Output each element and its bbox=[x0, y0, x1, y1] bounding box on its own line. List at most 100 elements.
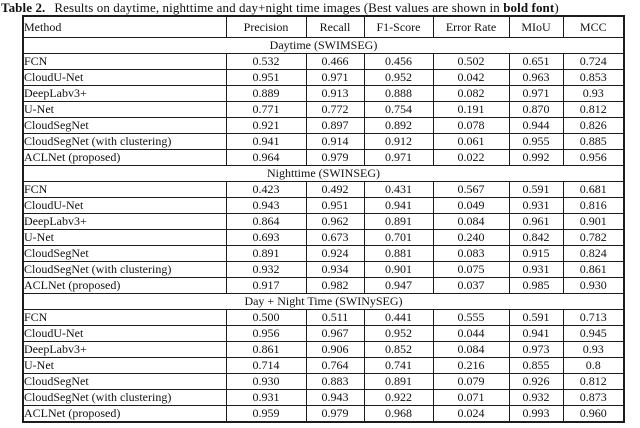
value-cell: 0.962 bbox=[305, 213, 365, 230]
value-cell: 0.084 bbox=[432, 213, 510, 230]
value-cell: 0.913 bbox=[305, 85, 365, 102]
method-cell: U-Net bbox=[22, 229, 227, 246]
value-cell: 0.945 bbox=[562, 325, 625, 342]
value-cell: 0.240 bbox=[432, 229, 510, 246]
method-cell: FCN bbox=[22, 53, 227, 70]
value-cell: 0.826 bbox=[562, 117, 625, 134]
method-cell: ACLNet (proposed) bbox=[22, 149, 227, 166]
value-cell: 0.932 bbox=[508, 389, 564, 406]
table-row: U-Net 0.714 0.764 0.741 0.216 0.855 0.8 bbox=[22, 357, 625, 374]
value-cell: 0.083 bbox=[432, 245, 510, 262]
value-cell: 0.931 bbox=[225, 389, 307, 406]
value-cell: 0.971 bbox=[508, 85, 564, 102]
value-cell: 0.037 bbox=[432, 277, 510, 294]
column-header: Precision bbox=[225, 15, 307, 38]
method-cell: CloudU-Net bbox=[22, 69, 227, 86]
value-cell: 0.993 bbox=[508, 405, 564, 423]
value-cell: 0.892 bbox=[363, 117, 434, 134]
value-cell: 0.881 bbox=[363, 245, 434, 262]
caption-text: Results on daytime, nighttime and day+ni… bbox=[54, 0, 504, 15]
value-cell: 0.842 bbox=[508, 229, 564, 246]
column-header-row: Method Precision Recall F1-Score Error Rate M… bbox=[22, 15, 625, 38]
value-cell: 0.713 bbox=[562, 309, 625, 326]
value-cell: 0.979 bbox=[305, 405, 365, 423]
column-header: Recall bbox=[305, 15, 365, 38]
value-cell: 0.944 bbox=[508, 117, 564, 134]
value-cell: 0.754 bbox=[363, 101, 434, 118]
value-cell: 0.914 bbox=[305, 133, 365, 150]
value-cell: 0.934 bbox=[305, 261, 365, 278]
method-cell: ACLNet (proposed) bbox=[22, 277, 227, 294]
section-header: Day + Night Time (SWINySEG) bbox=[22, 293, 625, 310]
method-cell: U-Net bbox=[22, 357, 227, 374]
value-cell: 0.93 bbox=[562, 85, 625, 102]
value-cell: 0.952 bbox=[363, 69, 434, 86]
value-cell: 0.961 bbox=[508, 213, 564, 230]
value-cell: 0.951 bbox=[305, 197, 365, 214]
caption-bold-text: bold font bbox=[503, 0, 555, 15]
table-row: CloudSegNet 0.921 0.897 0.892 0.078 0.944 0.82… bbox=[22, 117, 625, 134]
value-cell: 0.979 bbox=[305, 149, 365, 166]
value-cell: 0.883 bbox=[305, 373, 365, 390]
value-cell: 0.941 bbox=[508, 325, 564, 342]
value-cell: 0.897 bbox=[305, 117, 365, 134]
table-row: CloudSegNet (with clustering) 0.941 0.914 0… bbox=[22, 133, 625, 150]
value-cell: 0.216 bbox=[432, 357, 510, 374]
value-cell: 0.049 bbox=[432, 197, 510, 214]
table-row: CloudSegNet 0.930 0.883 0.891 0.079 0.926 0.81… bbox=[22, 373, 625, 390]
table-row: FCN 0.532 0.466 0.456 0.502 0.651 0.724 bbox=[22, 53, 625, 70]
value-cell: 0.714 bbox=[225, 357, 307, 374]
value-cell: 0.693 bbox=[225, 229, 307, 246]
value-cell: 0.673 bbox=[305, 229, 365, 246]
table-row: CloudSegNet (with clustering) 0.932 0.934 0… bbox=[22, 261, 625, 278]
value-cell: 0.973 bbox=[508, 341, 564, 358]
value-cell: 0.960 bbox=[562, 405, 625, 423]
method-cell: CloudSegNet bbox=[22, 245, 227, 262]
value-cell: 0.075 bbox=[432, 261, 510, 278]
method-cell: DeepLabv3+ bbox=[22, 85, 227, 102]
value-cell: 0.431 bbox=[363, 181, 434, 198]
method-cell: CloudSegNet (with clustering) bbox=[22, 261, 227, 278]
method-cell: ACLNet (proposed) bbox=[22, 405, 227, 423]
value-cell: 0.906 bbox=[305, 341, 365, 358]
value-cell: 0.741 bbox=[363, 357, 434, 374]
value-cell: 0.901 bbox=[363, 261, 434, 278]
table-row: CloudSegNet (with clustering) 0.931 0.943 0… bbox=[22, 389, 625, 406]
value-cell: 0.931 bbox=[508, 197, 564, 214]
value-cell: 0.764 bbox=[305, 357, 365, 374]
value-cell: 0.982 bbox=[305, 277, 365, 294]
value-cell: 0.861 bbox=[225, 341, 307, 358]
table-row: FCN 0.500 0.511 0.441 0.555 0.591 0.713 bbox=[22, 309, 625, 326]
value-cell: 0.855 bbox=[508, 357, 564, 374]
value-cell: 0.891 bbox=[363, 213, 434, 230]
value-cell: 0.082 bbox=[432, 85, 510, 102]
value-cell: 0.930 bbox=[225, 373, 307, 390]
table-row: CloudU-Net 0.951 0.971 0.952 0.042 0.963 0.853 bbox=[22, 69, 625, 86]
value-cell: 0.93 bbox=[562, 341, 625, 358]
value-cell: 0.772 bbox=[305, 101, 365, 118]
value-cell: 0.492 bbox=[305, 181, 365, 198]
value-cell: 0.071 bbox=[432, 389, 510, 406]
table-row: ACLNet (proposed) 0.964 0.979 0.971 0.022 0.9… bbox=[22, 149, 625, 166]
value-cell: 0.955 bbox=[508, 133, 564, 150]
value-cell: 0.078 bbox=[432, 117, 510, 134]
value-cell: 0.591 bbox=[508, 181, 564, 198]
value-cell: 0.500 bbox=[225, 309, 307, 326]
value-cell: 0.963 bbox=[508, 69, 564, 86]
value-cell: 0.852 bbox=[363, 341, 434, 358]
value-cell: 0.456 bbox=[363, 53, 434, 70]
section-header-row: Day + Night Time (SWINySEG) bbox=[22, 293, 625, 310]
method-cell: CloudSegNet (with clustering) bbox=[22, 389, 227, 406]
table-row: U-Net 0.771 0.772 0.754 0.191 0.870 0.812 bbox=[22, 101, 625, 118]
value-cell: 0.681 bbox=[562, 181, 625, 198]
value-cell: 0.042 bbox=[432, 69, 510, 86]
section-header: Daytime (SWIMSEG) bbox=[22, 37, 625, 54]
value-cell: 0.812 bbox=[562, 373, 625, 390]
value-cell: 0.816 bbox=[562, 197, 625, 214]
value-cell: 0.532 bbox=[225, 53, 307, 70]
table-row: FCN 0.423 0.492 0.431 0.567 0.591 0.681 bbox=[22, 181, 625, 198]
section-header: Nighttime (SWINSEG) bbox=[22, 165, 625, 182]
value-cell: 0.992 bbox=[508, 149, 564, 166]
method-cell: FCN bbox=[22, 309, 227, 326]
table-caption: Table 2. Results on daytime, nighttime an… bbox=[0, 0, 640, 15]
